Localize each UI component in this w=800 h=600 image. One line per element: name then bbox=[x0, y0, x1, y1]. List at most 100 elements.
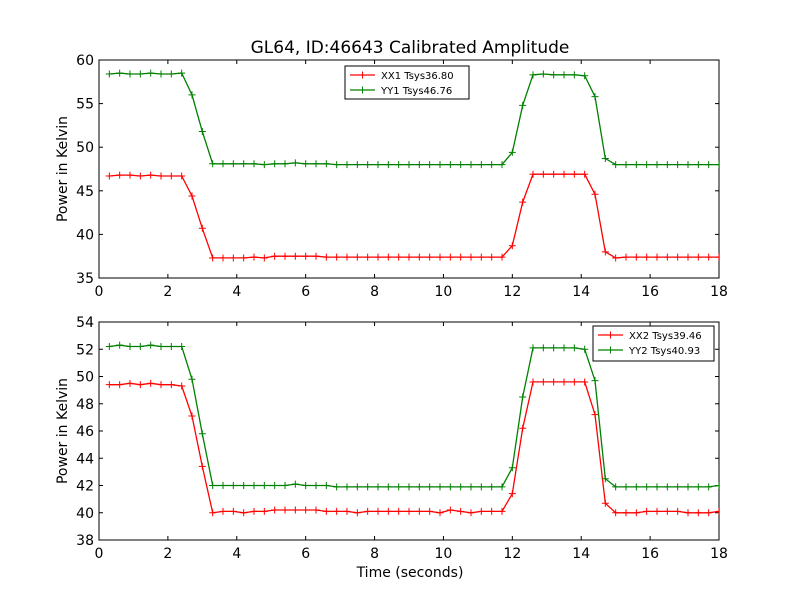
data-point bbox=[601, 499, 609, 507]
data-point bbox=[147, 171, 155, 179]
data-point bbox=[260, 161, 268, 169]
data-point bbox=[612, 161, 620, 169]
data-point bbox=[291, 480, 299, 488]
data-point bbox=[271, 160, 279, 168]
x-tick-label: 0 bbox=[95, 284, 104, 300]
data-point bbox=[622, 483, 630, 491]
data-point bbox=[312, 160, 320, 168]
data-point bbox=[570, 170, 578, 178]
data-point bbox=[353, 161, 361, 169]
data-point bbox=[436, 161, 444, 169]
data-point bbox=[653, 161, 661, 169]
data-point bbox=[374, 161, 382, 169]
data-point bbox=[250, 253, 258, 261]
x-tick-label: 6 bbox=[301, 284, 310, 300]
data-point bbox=[405, 483, 413, 491]
data-point bbox=[415, 507, 423, 515]
data-point bbox=[705, 161, 713, 169]
data-point bbox=[581, 345, 589, 353]
data-point bbox=[364, 483, 372, 491]
data-point bbox=[415, 483, 423, 491]
y-axis-label: Power in Kelvin bbox=[55, 116, 71, 222]
data-point bbox=[384, 483, 392, 491]
data-point bbox=[477, 253, 485, 261]
data-point bbox=[488, 161, 496, 169]
data-point bbox=[333, 483, 341, 491]
data-point bbox=[302, 252, 310, 260]
data-point bbox=[395, 161, 403, 169]
data-point bbox=[136, 343, 144, 351]
data-point bbox=[581, 170, 589, 178]
data-point bbox=[240, 509, 248, 517]
data-point bbox=[374, 483, 382, 491]
data-point bbox=[291, 159, 299, 167]
data-point bbox=[395, 507, 403, 515]
data-point bbox=[333, 253, 341, 261]
data-point bbox=[684, 253, 692, 261]
data-point bbox=[126, 171, 134, 179]
x-tick-label: 8 bbox=[370, 546, 379, 562]
data-point bbox=[105, 381, 113, 389]
data-point bbox=[384, 507, 392, 515]
data-point bbox=[188, 91, 196, 99]
data-point bbox=[260, 254, 268, 262]
data-point bbox=[343, 507, 351, 515]
data-point bbox=[643, 507, 651, 515]
x-tick-label: 2 bbox=[163, 546, 172, 562]
data-point bbox=[188, 375, 196, 383]
data-point bbox=[591, 93, 599, 101]
data-point bbox=[457, 483, 465, 491]
data-point bbox=[529, 71, 537, 79]
data-point bbox=[570, 344, 578, 352]
series-1 bbox=[105, 378, 719, 517]
y-tick-label: 50 bbox=[76, 140, 94, 156]
data-point bbox=[591, 411, 599, 419]
data-point bbox=[343, 161, 351, 169]
x-tick-label: 8 bbox=[370, 284, 379, 300]
data-point bbox=[384, 253, 392, 261]
data-point bbox=[529, 170, 537, 178]
data-point bbox=[395, 253, 403, 261]
data-point bbox=[364, 253, 372, 261]
data-point bbox=[653, 507, 661, 515]
data-point bbox=[632, 253, 640, 261]
data-point bbox=[436, 483, 444, 491]
data-point bbox=[457, 253, 465, 261]
data-point bbox=[591, 190, 599, 198]
data-point bbox=[312, 252, 320, 260]
data-point bbox=[229, 482, 237, 489]
data-point bbox=[601, 248, 609, 256]
data-point bbox=[467, 483, 475, 491]
data-point bbox=[198, 224, 206, 232]
data-point bbox=[426, 161, 434, 169]
data-point bbox=[446, 483, 454, 491]
data-point bbox=[663, 161, 671, 169]
y-tick-label: 55 bbox=[76, 97, 94, 113]
x-tick-label: 10 bbox=[435, 546, 453, 562]
data-point bbox=[550, 344, 558, 352]
data-point bbox=[281, 506, 289, 514]
data-point bbox=[643, 483, 651, 491]
data-point bbox=[147, 341, 155, 349]
data-point bbox=[126, 70, 134, 78]
data-point bbox=[622, 509, 630, 517]
x-tick-label: 16 bbox=[641, 284, 659, 300]
data-point bbox=[167, 70, 175, 78]
legend-marker bbox=[607, 346, 614, 354]
data-point bbox=[384, 161, 392, 169]
data-point bbox=[343, 483, 351, 491]
x-tick-label: 18 bbox=[710, 546, 728, 562]
data-point bbox=[446, 161, 454, 169]
data-point bbox=[219, 160, 227, 168]
data-point bbox=[405, 161, 413, 169]
data-point bbox=[519, 393, 527, 401]
data-point bbox=[157, 172, 165, 180]
data-point bbox=[302, 160, 310, 168]
data-point bbox=[581, 378, 589, 386]
data-point bbox=[457, 161, 465, 169]
data-point bbox=[250, 507, 258, 515]
data-point bbox=[570, 378, 578, 386]
data-point bbox=[498, 161, 506, 169]
data-point bbox=[126, 379, 134, 387]
x-tick-label: 4 bbox=[232, 284, 241, 300]
